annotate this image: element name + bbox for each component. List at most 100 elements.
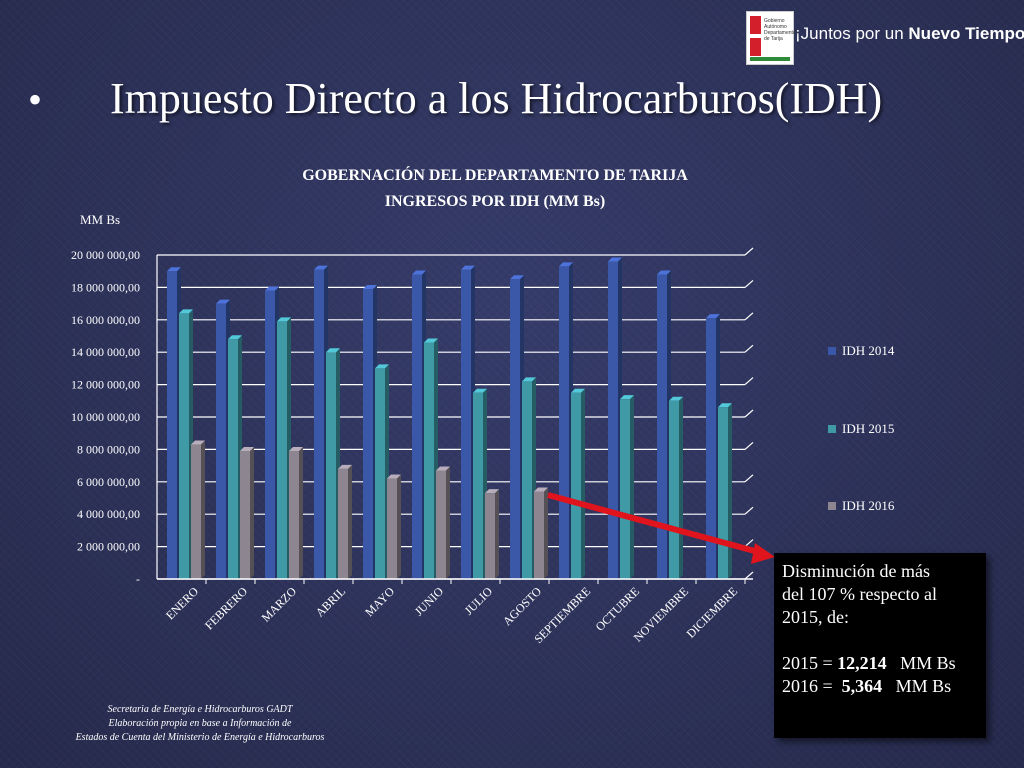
bar [363,289,373,579]
callout-row-2015: 2015 = 12,214 MM Bs [782,652,978,675]
bar-top [216,299,230,304]
callout-line-2: del 107 % respecto al [782,584,937,604]
bar [240,451,250,579]
gridline-depth [744,409,754,418]
bar [436,470,446,579]
callout-row-2016: 2016 = 5,364 MM Bs [782,675,978,698]
bar-top [191,440,205,445]
gridline-depth [744,474,754,483]
callout-box: Disminución de más del 107 % respecto al… [774,553,986,738]
title-bullet: • [28,77,43,122]
bar-top [522,377,536,382]
y-tick-label: 20 000 000,00 [71,248,140,262]
gobierno-logo: Gobierno Autónomo Departamental de Tarij… [746,11,797,65]
bar-side [299,447,303,579]
y-tick-label: - [136,572,140,586]
bar-top [424,338,438,343]
x-tick-label: ABRIL [313,584,348,619]
legend: IDH 2014 IDH 2015 IDH 2016 [828,343,895,513]
y-tick-label: 14 000 000,00 [71,345,140,359]
bar-top [387,474,401,479]
bar-top [265,286,279,291]
logo-stripe [750,57,790,61]
y-tick-label: 16 000 000,00 [71,313,140,327]
bar-top [473,388,487,393]
bar [167,271,177,579]
bar-top [179,309,193,314]
gridline-depth [744,441,754,450]
gridline-depth [744,344,754,353]
y-axis-label: MM Bs [80,212,120,227]
bar [277,321,287,579]
slide-title: Impuesto Directo a los Hidrocarburos(IDH… [110,74,883,123]
bar-top [363,285,377,290]
source-note: Secretaria de Energía e Hidrocarburos GA… [40,703,360,745]
bar-top [314,265,328,270]
bar [669,400,679,579]
gridline-depth [744,506,754,515]
x-tick-label: OCTUBRE [593,584,643,634]
x-tick-label: MAYO [362,584,397,619]
bar-top [412,270,426,275]
bar [412,274,422,579]
slogan: ¡Juntos por un Nuevo Tiempo! [795,24,1024,44]
bar-top [228,335,242,340]
bar-top [461,265,475,270]
legend-swatch [828,347,836,355]
slogan-prefix: ¡Juntos por un [795,24,909,43]
bar-top [167,267,181,272]
bar-top [485,489,499,494]
legend-swatch [828,502,836,510]
bar-side [630,395,634,579]
bar-top [620,395,634,400]
bar [375,368,385,579]
bar [485,493,495,579]
gridline-depth [744,312,754,321]
source-line-2: Elaboración propia en base a Información… [108,718,292,729]
bar-side [201,440,205,579]
legend-label: IDH 2014 [842,343,895,358]
bar-side [679,396,683,579]
y-tick-label: 6 000 000,00 [77,475,140,489]
bar [289,451,299,579]
y-tick-label: 2 000 000,00 [77,540,140,554]
bar [387,478,397,579]
bar [326,352,336,579]
bar [510,279,520,579]
bar-top [669,396,683,401]
bar [228,339,238,579]
bars-layer [167,257,732,579]
bar [571,392,581,579]
bar-top [277,317,291,322]
bar-top [657,270,671,275]
bar [608,261,618,579]
gridline-depth [744,279,754,288]
row-2015-value: 12,214 [837,653,887,673]
tarija-flag-icon [750,16,761,56]
row-2016-value: 5,364 [841,676,883,696]
bar-top [338,464,352,469]
bar-top [534,487,548,492]
bar-side [495,489,499,579]
gridline-depth [744,571,754,580]
legend-label: IDH 2016 [842,498,895,513]
bar-top [326,348,340,353]
bar [338,468,348,579]
y-tick-label: 10 000 000,00 [71,410,140,424]
bar [191,444,201,579]
y-tick-label: 8 000 000,00 [77,442,140,456]
row-2016-label: 2016 = [782,676,842,696]
bar [522,381,532,579]
row-2015-unit: MM Bs [886,653,956,673]
source-line-3: Estados de Cuenta del Ministerio de Ener… [75,732,325,743]
bar [265,290,275,579]
source-line-1: Secretaria de Energía e Hidrocarburos GA… [107,704,293,715]
x-tick-label: MARZO [259,584,300,625]
row-2015-label: 2015 = [782,653,838,673]
bar-side [728,403,732,579]
gridline-depth [744,247,754,256]
gridline-depth [744,377,754,386]
row-2016-unit: MM Bs [882,676,952,696]
bar-top [718,403,732,408]
y-tick-label: 12 000 000,00 [71,378,140,392]
